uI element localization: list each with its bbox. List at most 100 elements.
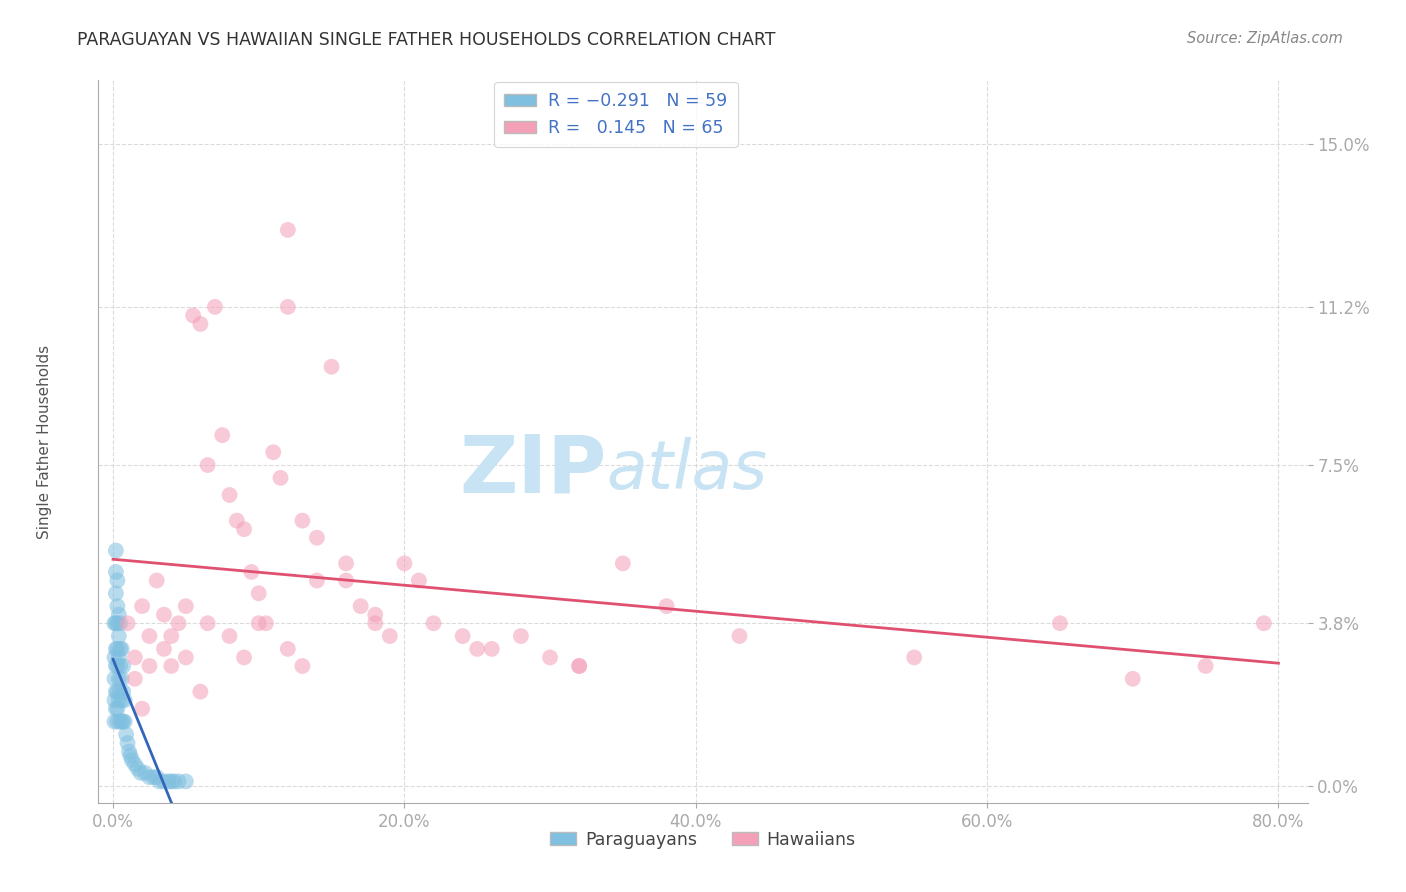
Point — [129, 765, 152, 780]
Point — [142, 770, 165, 784]
Point — [481, 641, 503, 656]
Point — [394, 557, 416, 571]
Point — [111, 693, 134, 707]
Point — [103, 672, 125, 686]
Point — [153, 641, 176, 656]
Point — [111, 672, 134, 686]
Point — [225, 514, 247, 528]
Point — [120, 748, 142, 763]
Point — [190, 317, 212, 331]
Point — [131, 702, 153, 716]
Text: Single Father Households: Single Father Households — [37, 344, 52, 539]
Point — [145, 770, 167, 784]
Point — [160, 774, 183, 789]
Point — [103, 693, 125, 707]
Text: ZIP: ZIP — [458, 432, 606, 509]
Point — [108, 672, 131, 686]
Point — [277, 300, 299, 314]
Point — [451, 629, 474, 643]
Point — [197, 458, 219, 472]
Point — [104, 616, 127, 631]
Point — [174, 774, 197, 789]
Point — [110, 659, 132, 673]
Point — [105, 714, 128, 729]
Point — [247, 616, 270, 631]
Point — [105, 702, 128, 716]
Point — [211, 428, 233, 442]
Point — [104, 641, 127, 656]
Point — [197, 616, 219, 631]
Point — [138, 629, 160, 643]
Point — [105, 684, 128, 698]
Point — [104, 702, 127, 716]
Point — [149, 774, 172, 789]
Point — [568, 659, 591, 673]
Point — [1049, 616, 1071, 631]
Point — [104, 659, 127, 673]
Point — [181, 309, 204, 323]
Point — [138, 770, 160, 784]
Point — [1122, 672, 1144, 686]
Text: Source: ZipAtlas.com: Source: ZipAtlas.com — [1187, 31, 1343, 46]
Point — [167, 616, 190, 631]
Point — [117, 736, 139, 750]
Point — [262, 445, 284, 459]
Point — [112, 684, 135, 698]
Point — [568, 659, 591, 673]
Point — [104, 565, 127, 579]
Point — [204, 300, 226, 314]
Point — [655, 599, 678, 614]
Point — [138, 659, 160, 673]
Point — [110, 684, 132, 698]
Point — [350, 599, 373, 614]
Point — [612, 557, 634, 571]
Point — [153, 607, 176, 622]
Point — [174, 599, 197, 614]
Point — [1194, 659, 1216, 673]
Point — [160, 659, 183, 673]
Point — [114, 714, 136, 729]
Point — [218, 488, 240, 502]
Point — [103, 650, 125, 665]
Point — [112, 659, 135, 673]
Text: PARAGUAYAN VS HAWAIIAN SINGLE FATHER HOUSEHOLDS CORRELATION CHART: PARAGUAYAN VS HAWAIIAN SINGLE FATHER HOU… — [77, 31, 776, 49]
Point — [240, 565, 263, 579]
Point — [378, 629, 401, 643]
Point — [277, 223, 299, 237]
Point — [305, 574, 328, 588]
Point — [335, 557, 357, 571]
Point — [335, 574, 357, 588]
Point — [108, 607, 131, 622]
Point — [121, 753, 143, 767]
Point — [321, 359, 343, 374]
Point — [108, 629, 131, 643]
Point — [509, 629, 531, 643]
Point — [247, 586, 270, 600]
Point — [110, 641, 132, 656]
Text: atlas: atlas — [606, 437, 768, 503]
Point — [124, 672, 146, 686]
Point — [190, 684, 212, 698]
Point — [233, 650, 256, 665]
Point — [117, 616, 139, 631]
Point — [254, 616, 277, 631]
Point — [465, 641, 488, 656]
Point — [115, 727, 138, 741]
Point — [167, 774, 190, 789]
Point — [114, 693, 136, 707]
Point — [364, 616, 387, 631]
Point — [728, 629, 751, 643]
Point — [291, 514, 314, 528]
Point — [134, 765, 156, 780]
Point — [233, 522, 256, 536]
Point — [305, 531, 328, 545]
Point — [160, 629, 183, 643]
Point — [112, 714, 135, 729]
Point — [105, 616, 128, 631]
Point — [270, 471, 292, 485]
Point — [108, 650, 131, 665]
Point — [408, 574, 430, 588]
Point — [131, 599, 153, 614]
Point — [1253, 616, 1275, 631]
Legend: Paraguayans, Hawaiians: Paraguayans, Hawaiians — [543, 823, 863, 855]
